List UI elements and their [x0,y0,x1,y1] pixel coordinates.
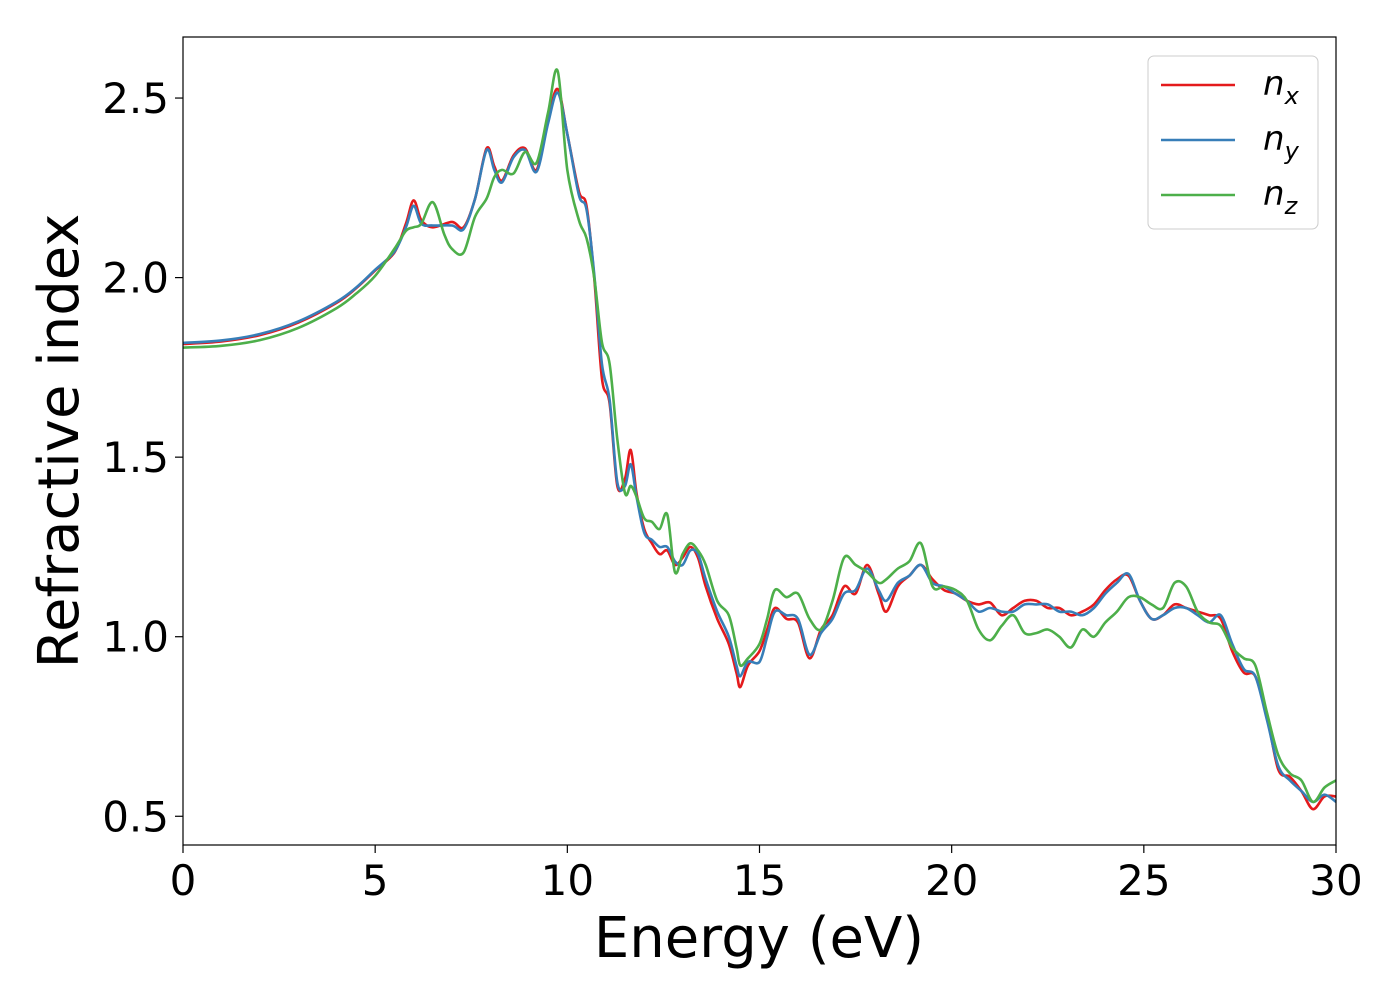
legend-label-base: n [1263,64,1285,104]
series-line-z [183,68,1336,804]
series-line-y [183,91,1336,804]
x-tick-label: 10 [541,856,594,905]
y-axis-label: Refractive index [27,214,92,669]
x-tick-label: 0 [170,856,197,905]
y-tick-label: 2.5 [102,74,169,123]
y-tick-label: 0.5 [102,792,169,841]
y-tick-label: 2.0 [102,254,169,303]
y-axis-ticks: 0.5 1.0 1.5 2.0 2.5 [102,74,183,841]
x-tick-label: 15 [733,856,786,905]
x-tick-label: 25 [1117,856,1170,905]
y-tick-label: 1.0 [102,613,169,662]
series-layer [183,68,1336,811]
y-tick-label: 1.5 [102,433,169,482]
legend-label-subscript: y [1284,137,1300,165]
x-tick-label: 20 [925,856,978,905]
legend-label-subscript: x [1284,82,1300,110]
x-axis-ticks: 0 5 10 15 20 25 30 [170,845,1363,905]
legend-label-y: ny [1263,119,1300,165]
legend-label-z: nz [1263,174,1299,220]
legend-label-subscript: z [1284,192,1299,220]
legend-label-x: nx [1263,64,1300,110]
legend-label-base: n [1263,119,1285,159]
x-axis-label: Energy (eV) [594,906,924,971]
legend-label-base: n [1263,174,1285,214]
x-tick-label: 30 [1309,856,1362,905]
x-tick-label: 5 [362,856,389,905]
legend-box [1147,55,1319,230]
